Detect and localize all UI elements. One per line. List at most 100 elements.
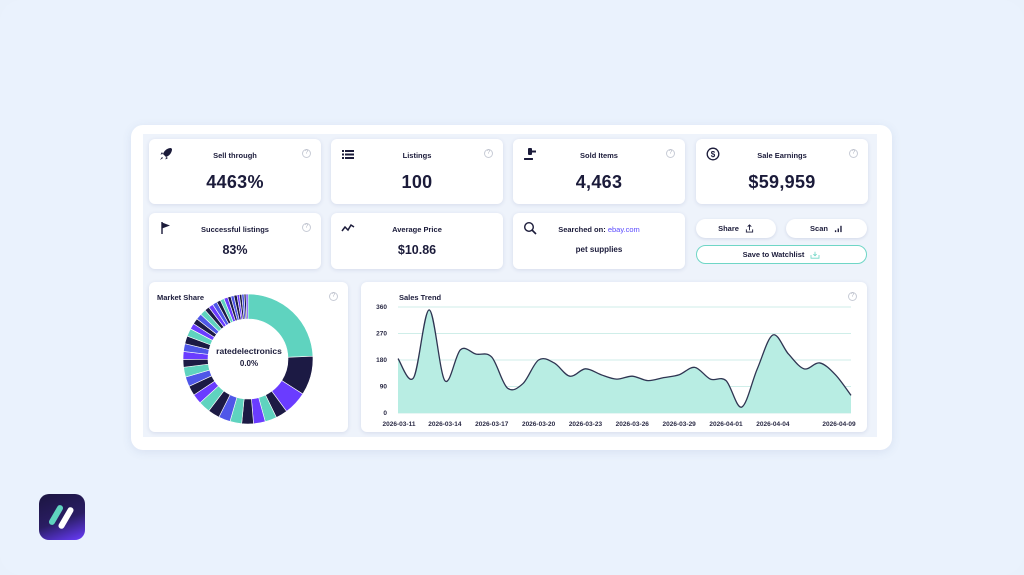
card-title: Searched on: ebay.com <box>513 225 685 234</box>
help-icon[interactable]: ? <box>484 149 493 158</box>
svg-text:$: $ <box>711 150 716 159</box>
data-point[interactable] <box>832 372 838 378</box>
data-point[interactable] <box>848 392 854 398</box>
x-tick-label: 2026-03-14 <box>428 421 462 428</box>
data-point[interactable] <box>457 347 463 353</box>
donut-slice[interactable] <box>245 293 249 320</box>
search-info-card: Searched on: ebay.com pet supplies <box>513 213 685 269</box>
sales-trend-card: Sales Trend ? 0 90 180 270 360 2026-03-11 202… <box>361 282 867 432</box>
share-label: Share <box>718 224 739 233</box>
help-icon[interactable]: ? <box>848 292 857 301</box>
data-point[interactable] <box>536 357 542 363</box>
card-value: 83% <box>222 243 248 257</box>
help-icon[interactable]: ? <box>302 223 311 232</box>
data-point[interactable] <box>442 378 448 384</box>
card-title: Sale Earnings <box>757 151 807 160</box>
y-tick-label: 360 <box>376 304 387 311</box>
market-share-card: Market Share ? ratedelectronics 0.0% <box>149 282 348 432</box>
card-title: Sold Items <box>580 151 618 160</box>
trend-icon <box>341 223 355 232</box>
sold-items-card: ? Sold Items 4,463 <box>513 139 685 204</box>
data-point[interactable] <box>582 366 588 372</box>
data-point[interactable] <box>504 385 510 391</box>
data-point[interactable] <box>723 378 729 384</box>
sales-line <box>397 309 852 408</box>
scan-button[interactable]: Scan <box>786 219 867 238</box>
chart-title: Sales Trend <box>399 293 442 302</box>
search-icon <box>523 221 537 235</box>
data-point[interactable] <box>426 307 432 313</box>
card-title: Sell through <box>213 151 257 160</box>
x-tick-label: 2026-04-01 <box>709 421 743 428</box>
data-point[interactable] <box>661 375 667 381</box>
data-point[interactable] <box>473 351 479 357</box>
x-tick-label: 2026-04-09 <box>822 421 856 428</box>
data-point[interactable] <box>598 372 604 378</box>
successful-listings-card: ? Successful listings 83% <box>149 213 321 269</box>
watchlist-label: Save to Watchlist <box>742 250 805 259</box>
searched-on-label: Searched on: <box>558 225 606 234</box>
data-point[interactable] <box>411 375 417 381</box>
sell-through-card: ? Sell through 4463% <box>149 139 321 204</box>
data-point[interactable] <box>395 356 401 362</box>
save-to-watchlist-button[interactable]: Save to Watchlist <box>696 245 867 264</box>
help-icon[interactable]: ? <box>666 149 675 158</box>
data-point[interactable] <box>754 366 760 372</box>
donut-center-value: 0.0% <box>240 359 258 368</box>
site-link[interactable]: ebay.com <box>607 225 640 234</box>
x-tick-label: 2026-03-17 <box>475 421 509 428</box>
search-query: pet supplies <box>575 245 623 254</box>
x-tick-label: 2026-04-04 <box>756 421 790 428</box>
data-point[interactable] <box>629 373 635 379</box>
logo-icon <box>49 505 74 529</box>
data-point[interactable] <box>739 404 745 410</box>
card-value: 4463% <box>206 172 264 192</box>
share-button[interactable]: Share <box>696 219 776 238</box>
x-tick-label: 2026-03-11 <box>383 421 416 428</box>
card-value: $59,959 <box>748 172 816 192</box>
listings-card: ? Listings 100 <box>331 139 503 204</box>
data-point[interactable] <box>614 376 620 382</box>
x-tick-label: 2026-03-23 <box>569 421 603 428</box>
data-point[interactable] <box>551 360 557 366</box>
y-tick-label: 270 <box>376 331 387 338</box>
card-value: $10.86 <box>397 243 437 257</box>
card-title: Successful listings <box>201 225 269 234</box>
sales-trend-chart: 0 90 180 270 360 2026-03-11 2026-03-14 2026-03… <box>376 304 856 428</box>
x-tick-label: 2026-03-26 <box>616 421 650 428</box>
app-logo <box>39 494 85 540</box>
data-point[interactable] <box>489 354 495 360</box>
sales-area <box>398 309 851 413</box>
donut-chart: ratedelectronics 0.0% <box>182 293 314 425</box>
y-tick-label: 0 <box>383 410 387 417</box>
help-icon[interactable]: ? <box>849 149 858 158</box>
gavel-icon <box>524 148 536 160</box>
data-point[interactable] <box>676 372 682 378</box>
y-tick-label: 90 <box>380 384 388 391</box>
data-point[interactable] <box>817 360 823 366</box>
data-point[interactable] <box>770 332 776 338</box>
rocket-icon <box>160 148 172 160</box>
donut-center-label: ratedelectronics <box>216 346 282 356</box>
data-point[interactable] <box>520 381 526 387</box>
section-title: Market Share <box>157 293 205 302</box>
tray-icon <box>811 251 820 259</box>
list-icon <box>342 150 354 159</box>
scan-label: Scan <box>810 224 828 233</box>
data-point[interactable] <box>692 364 698 370</box>
help-icon[interactable]: ? <box>329 292 338 301</box>
share-icon <box>745 224 754 233</box>
card-value: 4,463 <box>575 172 623 192</box>
x-tick-label: 2026-03-29 <box>663 421 697 428</box>
card-title: Average Price <box>392 225 442 234</box>
data-point[interactable] <box>786 351 792 357</box>
flag-icon <box>161 222 170 234</box>
card-value: 100 <box>401 172 433 192</box>
data-point[interactable] <box>645 378 651 384</box>
card-title: Listings <box>402 151 432 160</box>
data-point[interactable] <box>567 373 573 379</box>
dollar-icon: $ <box>706 147 720 161</box>
data-point[interactable] <box>801 366 807 372</box>
data-point[interactable] <box>707 376 713 382</box>
help-icon[interactable]: ? <box>302 149 311 158</box>
